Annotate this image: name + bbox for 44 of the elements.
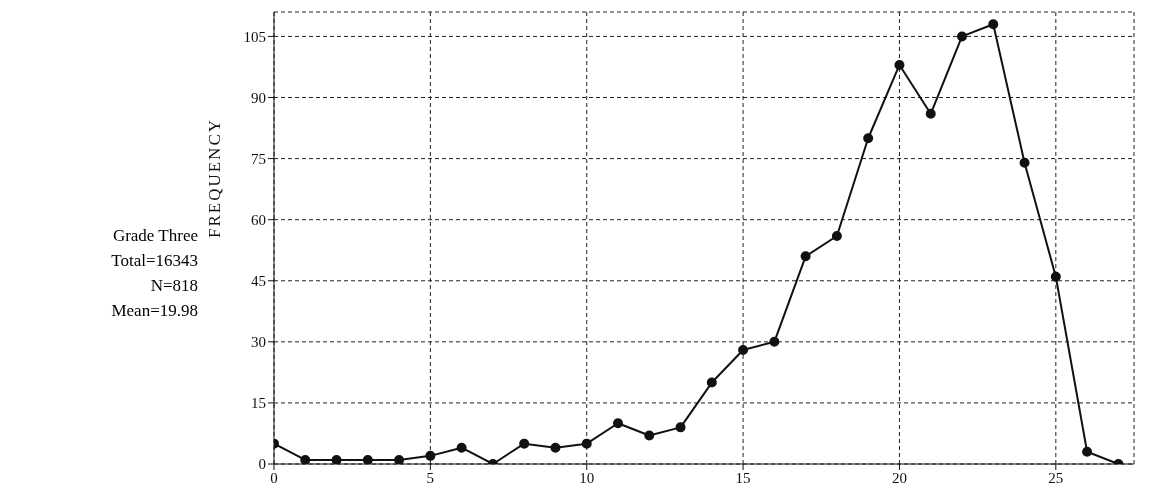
point bbox=[1050, 271, 1061, 282]
point bbox=[1082, 446, 1093, 457]
point bbox=[925, 108, 936, 119]
point bbox=[738, 344, 749, 355]
point bbox=[550, 442, 561, 453]
point bbox=[863, 133, 874, 144]
y-axis-title: FREQUENCY bbox=[205, 117, 225, 238]
point bbox=[957, 31, 967, 42]
point bbox=[362, 454, 373, 464]
x-tick-label: 5 bbox=[426, 469, 435, 486]
y-tick-label: 45 bbox=[251, 273, 266, 290]
y-tick-label: 0 bbox=[258, 456, 266, 473]
point bbox=[300, 454, 311, 464]
point bbox=[519, 438, 530, 449]
point bbox=[800, 251, 811, 262]
point bbox=[425, 450, 436, 461]
point bbox=[675, 422, 686, 433]
x-tick-label: 0 bbox=[270, 469, 278, 486]
point bbox=[456, 442, 467, 453]
text: Mean=19.98 bbox=[110, 300, 198, 322]
y-tick-label: 30 bbox=[251, 334, 266, 351]
point bbox=[613, 418, 623, 429]
y-tick-label: 105 bbox=[243, 28, 266, 45]
x-tick-label: 20 bbox=[891, 469, 907, 486]
point bbox=[644, 430, 655, 441]
point bbox=[394, 454, 405, 464]
x-tick-label: 10 bbox=[579, 469, 595, 486]
point bbox=[1019, 157, 1030, 168]
point bbox=[988, 19, 999, 30]
point bbox=[331, 454, 342, 464]
point bbox=[831, 230, 842, 241]
text: Grade Three bbox=[111, 225, 198, 247]
point bbox=[581, 438, 592, 449]
point bbox=[894, 59, 905, 70]
y-tick-label: 90 bbox=[251, 89, 266, 106]
text: N=818 bbox=[149, 275, 198, 297]
x-tick-label: 25 bbox=[1048, 469, 1064, 486]
x-tick-label: 15 bbox=[735, 469, 751, 486]
y-tick-label: 75 bbox=[251, 150, 266, 167]
point bbox=[706, 377, 717, 388]
point bbox=[769, 336, 780, 347]
y-tick-label: 15 bbox=[251, 395, 266, 412]
text: Total=16343 bbox=[110, 250, 198, 272]
y-tick-label: 60 bbox=[251, 212, 266, 228]
